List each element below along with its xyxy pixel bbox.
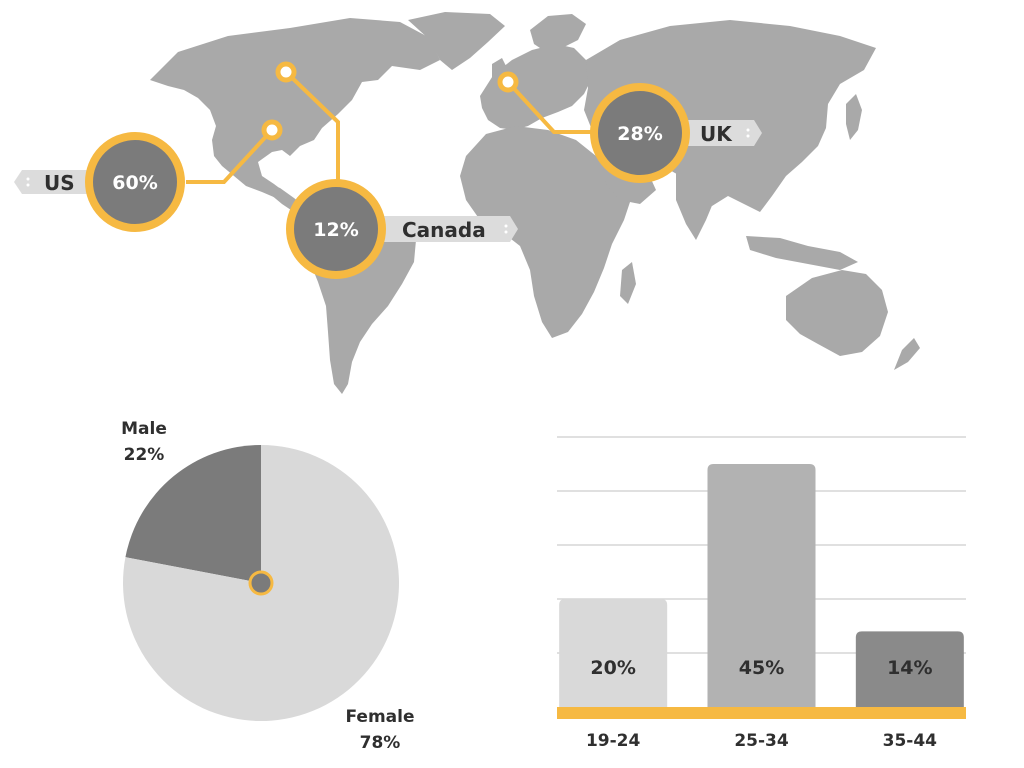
bar-category-label: 35-44 [883,731,938,751]
us-tag-hole-icon-2 [26,183,30,187]
map-connectors [186,70,594,184]
pie-label-female-name: Female [346,707,415,727]
us-pin[interactable] [261,119,283,141]
bar-value-label: 14% [887,657,932,679]
us-bubble[interactable]: 60% [85,132,185,232]
pie-center-hub [248,570,274,596]
canada-tag-hole-icon-2 [504,230,508,234]
canada-bubble-circle [286,179,386,279]
pie-label-male-name: Male [121,419,167,439]
us-bubble-value: 60% [112,172,157,194]
canada-tag-label: Canada [402,218,486,242]
uk-bubble-value: 28% [617,123,662,145]
bar-19-24[interactable] [559,599,668,707]
uk-pin[interactable] [497,71,519,93]
canada-connector-line [284,70,340,182]
bar-chart-baseline [557,707,966,719]
north-america-landmass [150,18,440,198]
uk-bubble-circle [590,83,690,183]
uk-bubble[interactable]: 28% [590,83,690,183]
bar-35-44[interactable] [855,631,964,707]
scandinavia-landmass [530,14,586,52]
uk-tag-shape [684,120,762,146]
map-pins [261,61,519,141]
indonesia-landmass [746,236,858,270]
madagascar-landmass [620,262,636,304]
bar-25-34[interactable] [707,464,816,707]
bar-value-label: 45% [739,657,784,679]
uk-tag-label: UK [700,122,733,146]
australia-landmass [786,270,888,356]
us-tag-hole-icon [26,177,30,181]
new-zealand-landmass [894,338,920,370]
africa-landmass [460,126,632,338]
bar-category-label: 25-34 [734,731,789,751]
uk-tag-hole-icon-2 [746,134,750,138]
age-bar-chart: 20% 45% 14% [559,464,964,707]
bar-category-label: 19-24 [586,731,641,751]
uk-tag: UK [684,120,762,146]
bar-value-label: 20% [590,657,635,679]
japan-landmass [846,94,862,140]
pie-label-female-value: 78% [360,733,401,753]
canada-tag-hole-icon [504,224,508,228]
canada-tag: Canada [384,216,518,242]
us-tag-shape [14,170,100,194]
gender-pie-chart [122,445,399,721]
bar-chart-category-labels: 19-24 25-34 35-44 [586,731,937,751]
world-map [150,12,920,394]
uk-connector-line [506,80,594,134]
canada-pin[interactable] [275,61,297,83]
us-tag: US [14,170,100,195]
pie-label-male-value: 22% [124,445,165,465]
india-landmass [676,170,716,240]
canada-tag-shape [384,216,518,242]
uk-tag-hole-icon [746,128,750,132]
canada-bubble-value: 12% [313,219,358,241]
us-bubble-circle [85,132,185,232]
europe-landmass [480,44,592,130]
pie-slice-male[interactable] [125,445,261,583]
us-tag-label: US [44,171,75,195]
us-connector-line [186,128,274,184]
canada-bubble[interactable]: 12% [286,179,386,279]
greenland-landmass [408,12,505,70]
